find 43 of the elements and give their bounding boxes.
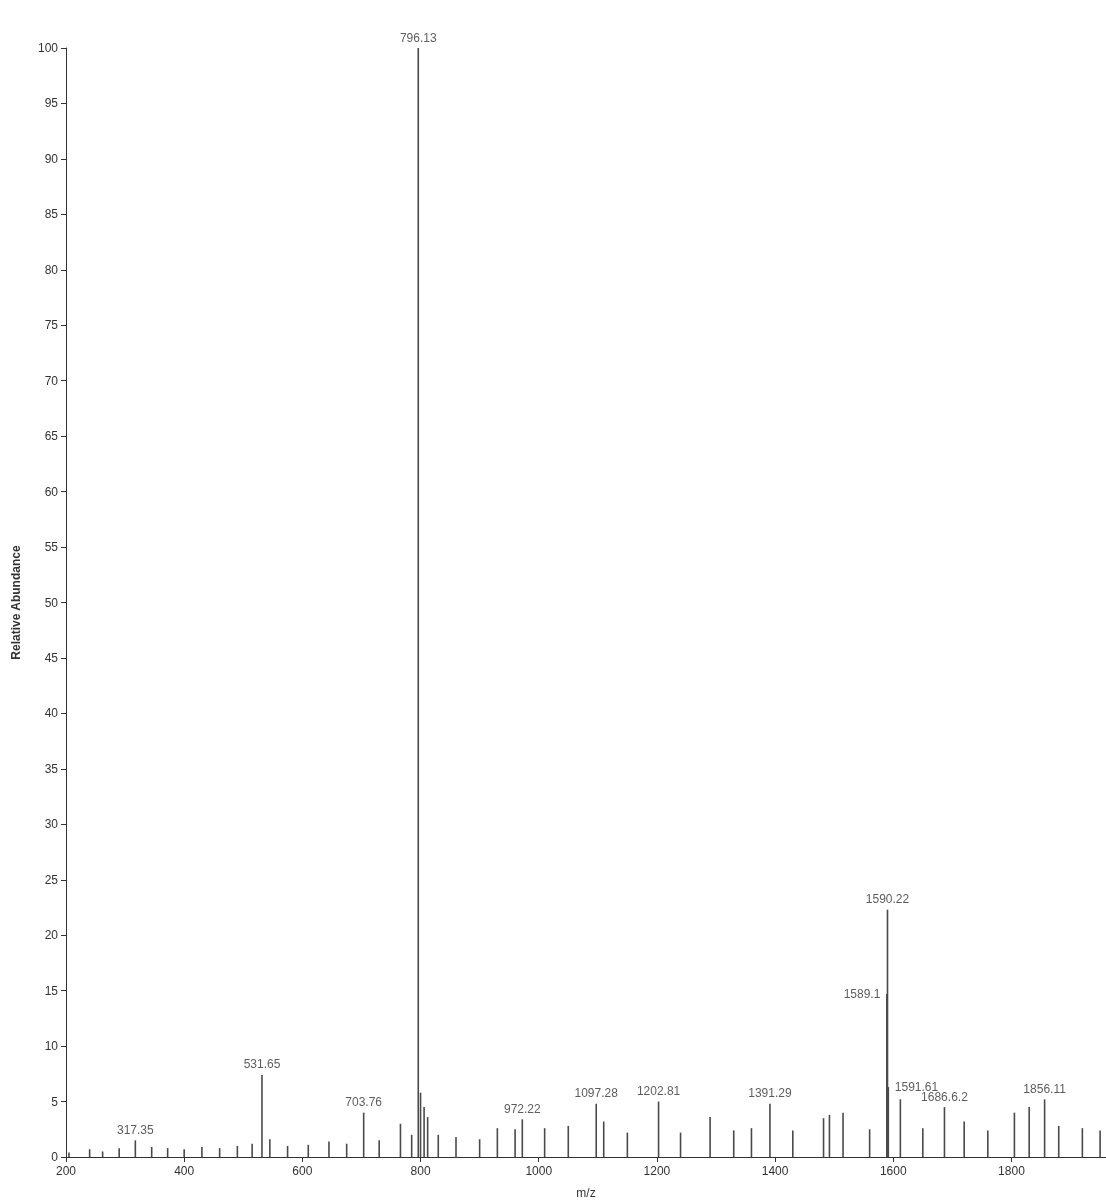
y-tick-label: 5 — [51, 1094, 59, 1109]
annotation: 703.76 — [345, 1095, 383, 1110]
x-axis-title: m/z — [576, 1186, 596, 1200]
y-tick-label: 30 — [44, 817, 59, 832]
y-tick-label: 15 — [44, 983, 59, 998]
x-tick-label: 400 — [174, 1164, 195, 1178]
y-tick-label: 85 — [44, 207, 59, 222]
x-tick-label: 800 — [410, 1164, 431, 1178]
y-tick-label: 40 — [44, 706, 59, 721]
annotation: 317.35 — [116, 1122, 155, 1137]
annotation: 1202.81 — [636, 1084, 681, 1099]
annotation: 531.65 — [243, 1057, 281, 1072]
y-tick-label: 80 — [44, 262, 59, 277]
x-tick-label: 1000 — [525, 1164, 553, 1178]
y-tick-label: 0 — [51, 1150, 59, 1164]
y-tick-label: 95 — [44, 96, 59, 111]
annotation: 1856.11 — [1023, 1081, 1067, 1096]
y-tick-label: 90 — [44, 151, 59, 166]
x-tick-label: 1400 — [761, 1164, 789, 1178]
y-tick-label: 60 — [44, 484, 59, 499]
annotation: 972.22 — [503, 1101, 541, 1116]
annotation: 1097.28 — [574, 1086, 619, 1101]
y-tick-label: 55 — [44, 540, 59, 555]
y-tick-label: 70 — [44, 373, 59, 388]
annotation: 1590.22 — [865, 892, 910, 907]
annotation: 796.13 — [399, 30, 437, 45]
annotation: 1589.1 — [843, 986, 881, 1001]
y-tick-label: 10 — [44, 1039, 59, 1054]
y-tick-label: 45 — [44, 650, 59, 665]
y-tick-label: 100 — [37, 41, 59, 55]
y-axis-title: Relative Abundance — [9, 545, 23, 660]
x-tick-label: 600 — [292, 1164, 313, 1178]
y-tick-label: 50 — [44, 595, 59, 610]
x-tick-label: 1600 — [879, 1164, 907, 1178]
y-tick-label: 25 — [44, 872, 59, 887]
annotation: 1391.29 — [748, 1086, 792, 1101]
x-tick-label: 1800 — [998, 1164, 1026, 1178]
y-tick-label: 35 — [44, 761, 59, 776]
y-tick-label: 65 — [44, 429, 59, 444]
x-tick-label: 1200 — [643, 1164, 671, 1178]
y-tick-label: 20 — [44, 928, 59, 943]
y-tick-label: 75 — [44, 318, 59, 333]
x-tick-label: 200 — [55, 1164, 77, 1178]
